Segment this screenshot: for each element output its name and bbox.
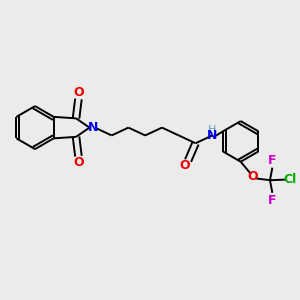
Text: Cl: Cl [283,173,296,186]
Text: H: H [208,125,217,135]
Text: F: F [268,154,277,167]
Text: O: O [73,86,84,99]
Text: F: F [268,194,277,207]
Text: O: O [73,156,84,169]
Text: N: N [207,129,217,142]
Text: N: N [88,121,98,134]
Text: O: O [247,170,258,183]
Text: O: O [179,159,190,172]
